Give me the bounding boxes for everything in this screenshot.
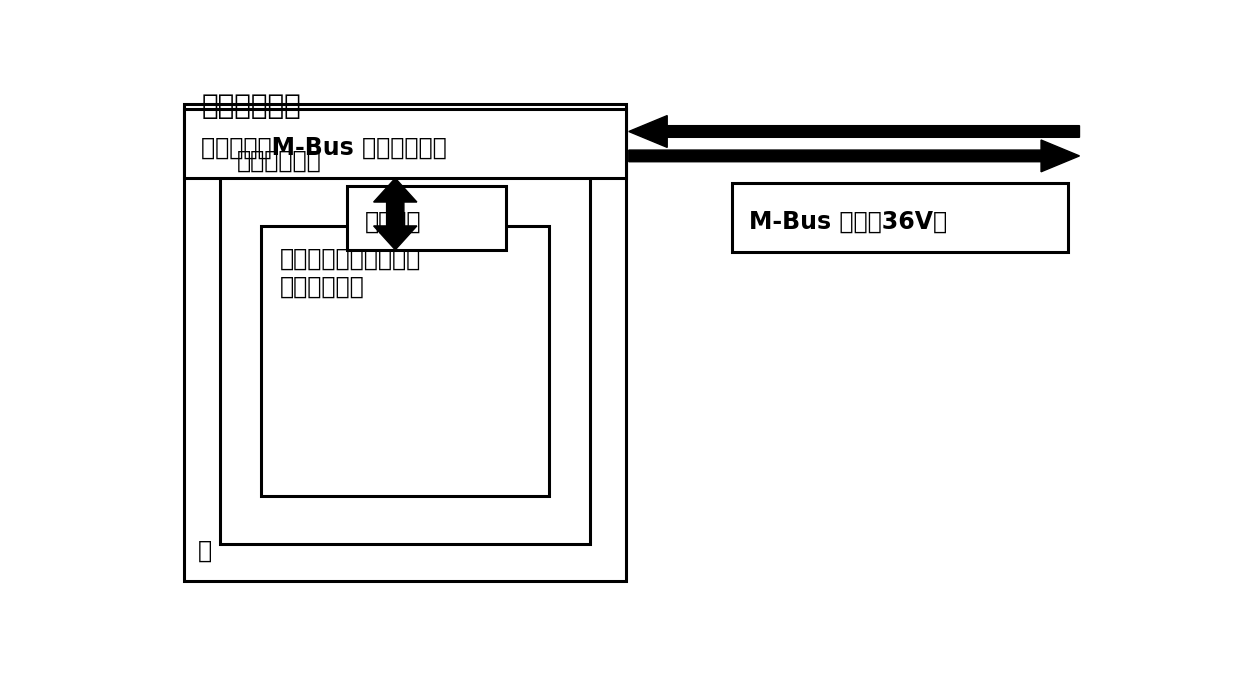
Bar [260,226,549,497]
Text: 连接组件: 连接组件 [365,209,422,234]
Polygon shape [373,178,417,250]
Text: M-Bus 总线（36V）: M-Bus 总线（36V） [749,209,947,234]
Bar [184,104,626,582]
Bar [347,186,506,250]
Text: 通讯模块（M-Bus 接口电路板）: 通讯模块（M-Bus 接口电路板） [201,136,446,159]
Bar [184,109,626,178]
Polygon shape [629,140,1080,172]
Bar [732,183,1068,252]
Bar [221,162,590,544]
Text: 水: 水 [198,539,212,563]
Text: 光电编码模块（光电编
码器电路板）: 光电编码模块（光电编 码器电路板） [280,247,422,299]
Text: 湿式水表内部: 湿式水表内部 [201,92,301,120]
Text: 计数器密封盒: 计数器密封盒 [237,149,321,173]
Polygon shape [629,116,1080,147]
